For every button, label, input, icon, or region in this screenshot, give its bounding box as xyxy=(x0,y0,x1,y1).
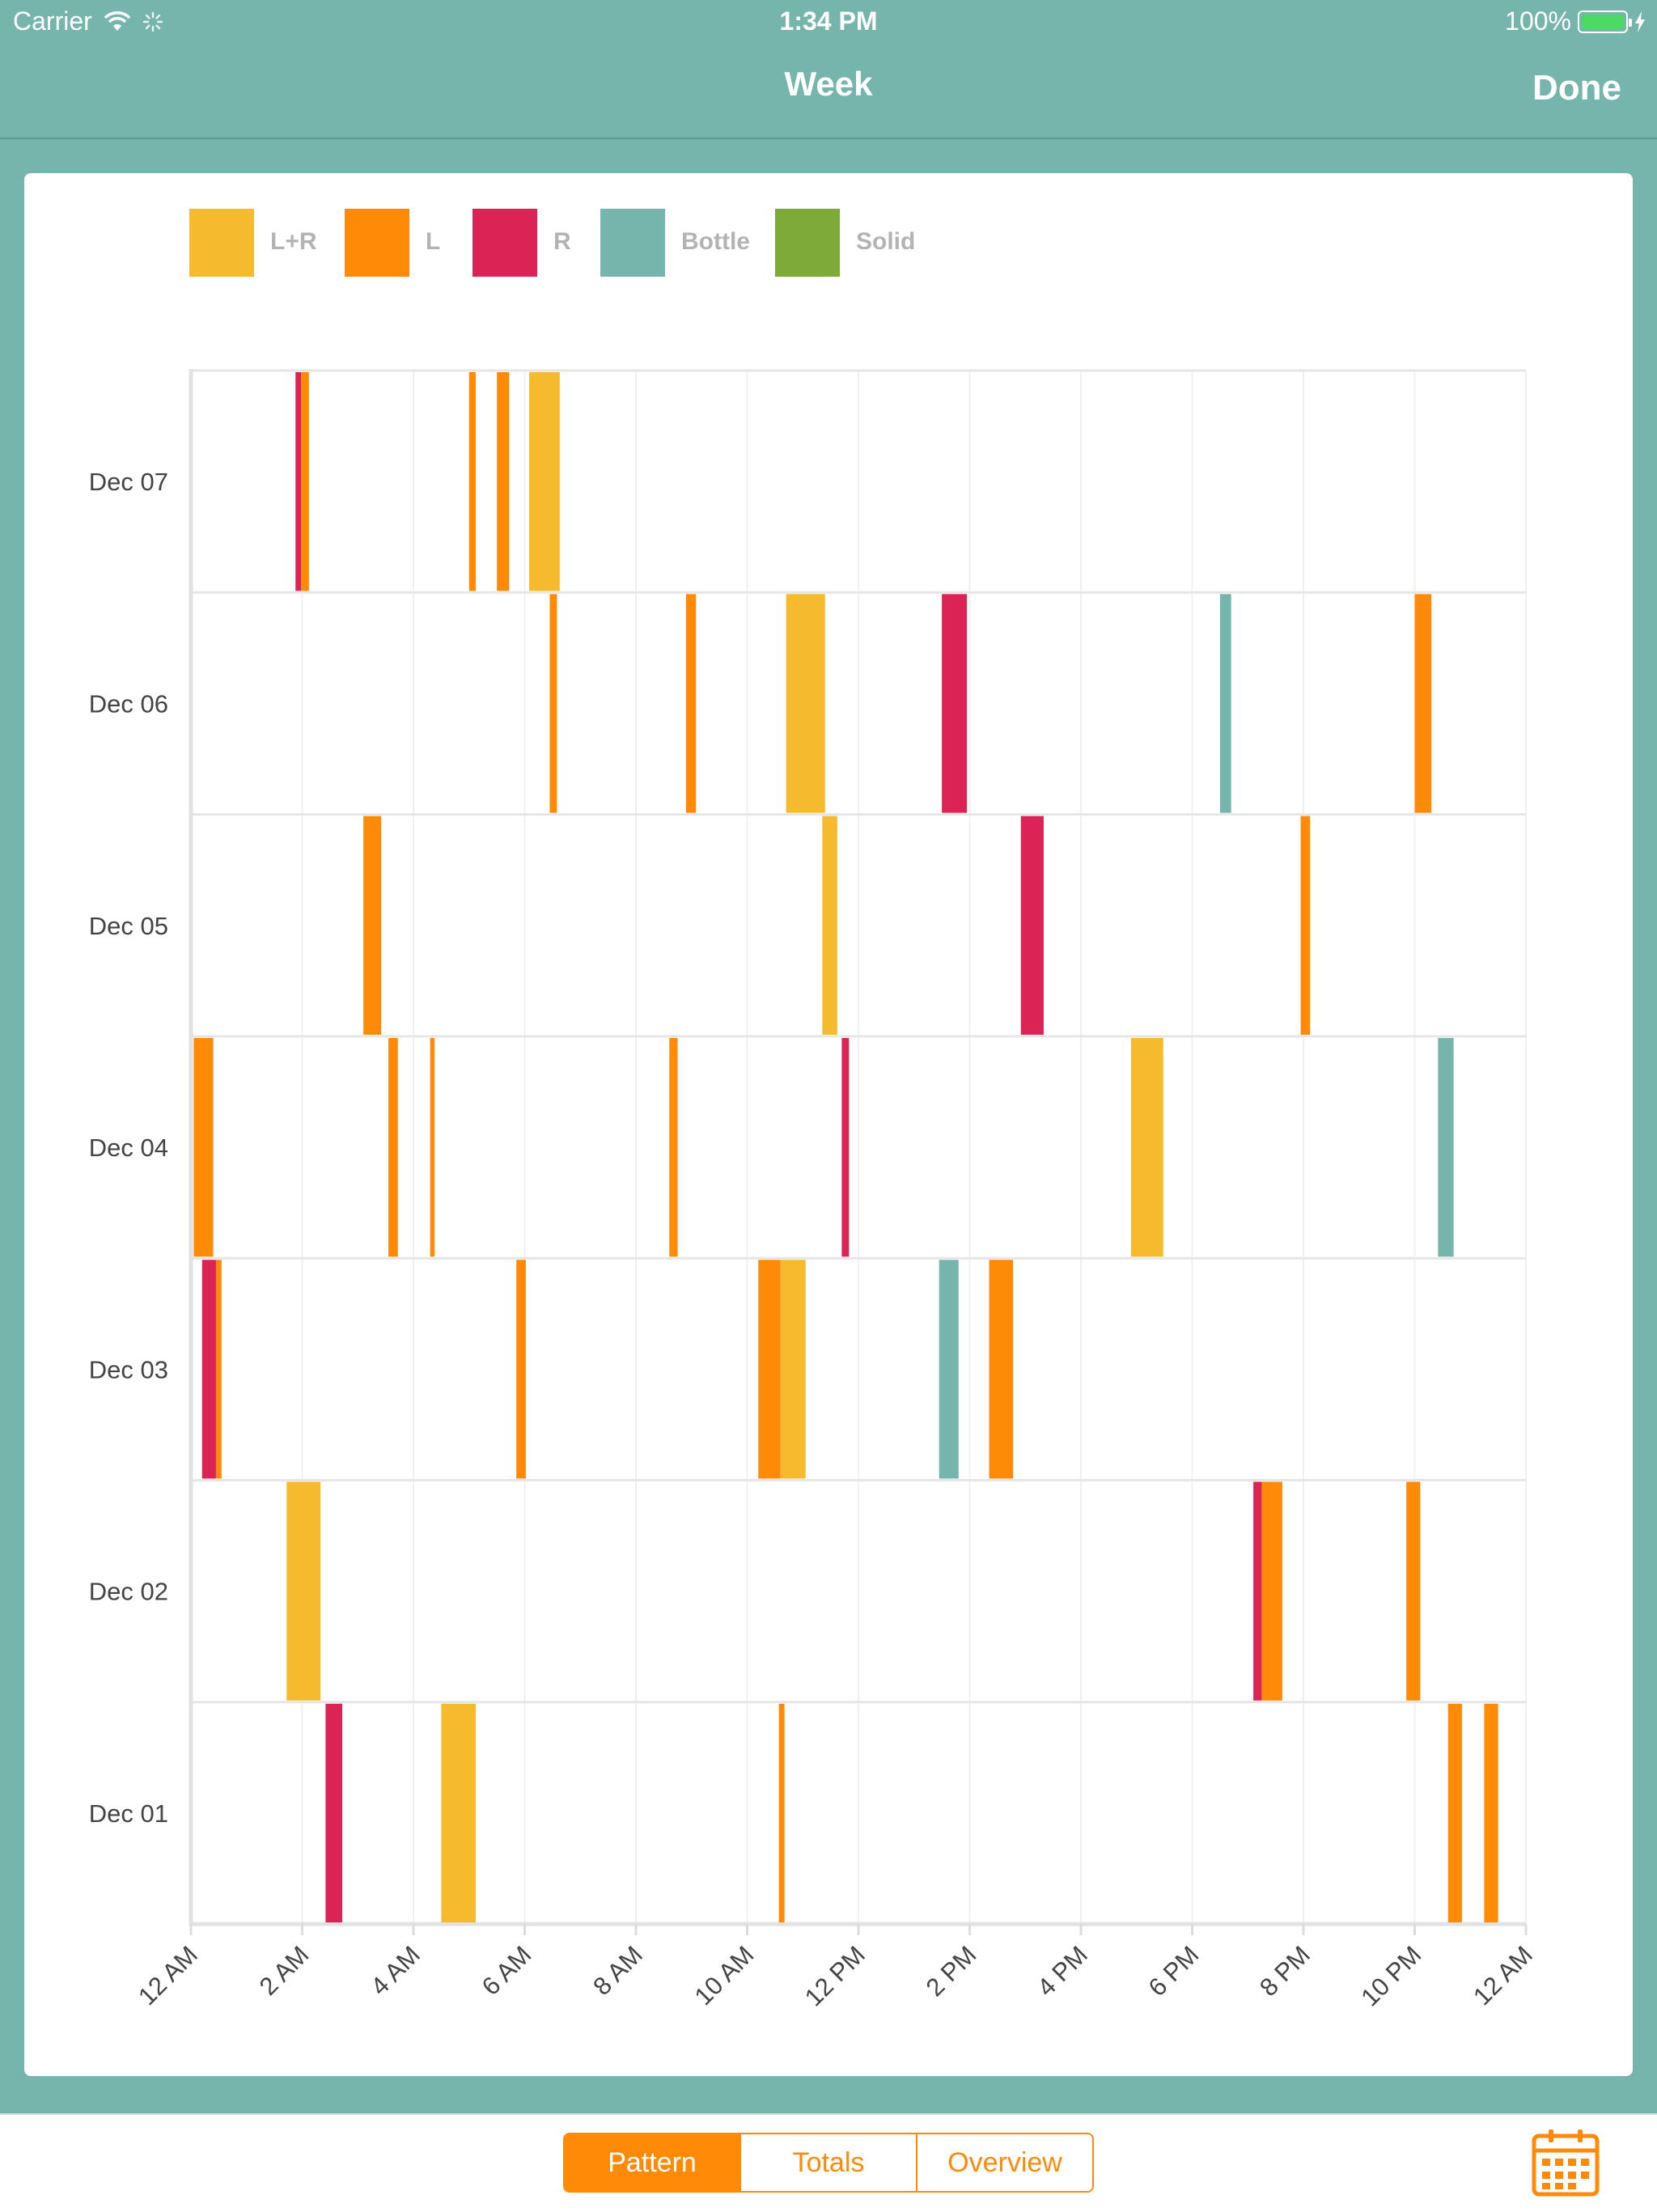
legend-label-l: L xyxy=(426,228,441,255)
calendar-icon[interactable] xyxy=(1531,2128,1600,2197)
battery-icon xyxy=(1578,10,1632,33)
x-tick-label: 2 AM xyxy=(254,1940,315,2001)
event-bar-l xyxy=(388,1037,398,1257)
status-bar: Carrier 1:34 PM 100% xyxy=(0,0,1657,45)
legend-swatch-bottle xyxy=(600,209,665,277)
event-bar-r xyxy=(942,594,968,813)
week-pattern-chart: Dec 07 Dec 06 Dec 05 Dec 04 Dec 03 Dec 02 Dec … xyxy=(89,369,1538,2011)
day-label: Dec 03 xyxy=(89,1355,168,1384)
tab-totals[interactable]: Totals xyxy=(741,2134,917,2191)
event-bar-l xyxy=(1406,1481,1421,1701)
event-bar-bottle xyxy=(1438,1037,1454,1257)
event-bar-r xyxy=(1253,1481,1262,1701)
battery-percent: 100% xyxy=(1505,6,1571,36)
event-bar-l xyxy=(1447,1703,1462,1923)
legend-label-lr: L+R xyxy=(270,228,317,255)
x-tick-label: 10 AM xyxy=(689,1940,760,2011)
legend-swatch-solid xyxy=(775,209,840,277)
x-tick-label: 12 PM xyxy=(799,1940,871,2011)
event-bar-r xyxy=(325,1703,342,1923)
x-tick-label: 6 PM xyxy=(1143,1940,1205,2002)
x-tick-label: 12 AM xyxy=(1468,1940,1538,2011)
event-bar-l xyxy=(516,1260,526,1479)
day-label: Dec 05 xyxy=(89,912,168,940)
legend-label-bottle: Bottle xyxy=(681,228,750,255)
bottom-toolbar: Pattern Totals Overview xyxy=(0,2113,1657,2212)
x-tick-label: 8 AM xyxy=(587,1940,648,2001)
legend-label-r: R xyxy=(553,228,571,255)
x-tick-label: 10 PM xyxy=(1355,1940,1426,2011)
legend-swatch-lr xyxy=(189,209,254,277)
x-tick-label: 12 AM xyxy=(133,1940,203,2011)
battery-group: 100% xyxy=(1505,6,1646,36)
event-bar-lrr xyxy=(786,594,825,813)
charging-bolt-icon xyxy=(1635,11,1645,32)
event-bar-r xyxy=(841,1037,850,1257)
event-bar-lrr xyxy=(529,372,560,591)
activity-spinner-icon xyxy=(142,11,163,32)
day-label: Dec 01 xyxy=(89,1799,168,1828)
event-bar-lrr xyxy=(1130,1037,1163,1257)
event-bar-lrr xyxy=(286,1481,321,1701)
event-bar-l xyxy=(1261,1481,1282,1701)
event-bar-l xyxy=(215,1260,222,1479)
chart-card: L+R L R Bottle Solid Dec 07 Dec 06 Dec 05 D… xyxy=(24,173,1633,2076)
navigation-bar: Week Done xyxy=(0,45,1657,139)
event-bar-l xyxy=(468,372,476,591)
tab-overview[interactable]: Overview xyxy=(917,2134,1092,2191)
event-bar-bottle xyxy=(939,1260,959,1479)
x-tick-label: 8 PM xyxy=(1254,1940,1316,2002)
x-tick-label: 6 AM xyxy=(477,1940,537,2001)
event-bar-l xyxy=(989,1260,1014,1479)
event-bar-l xyxy=(1414,594,1432,813)
event-bar-l xyxy=(497,372,510,591)
wifi-icon xyxy=(104,11,131,31)
event-bar-l xyxy=(301,372,309,591)
legend-swatch-r xyxy=(473,209,537,277)
legend-swatch-l xyxy=(345,209,409,277)
event-bar-l xyxy=(363,816,382,1035)
event-bar-r xyxy=(295,372,302,591)
event-bar-l xyxy=(758,1260,781,1479)
legend-label-solid: Solid xyxy=(856,228,916,255)
event-bar-l xyxy=(685,594,697,813)
done-button[interactable]: Done xyxy=(1532,68,1621,108)
day-label: Dec 06 xyxy=(89,689,168,718)
status-time: 1:34 PM xyxy=(779,6,878,36)
event-bar-l xyxy=(1300,816,1311,1035)
event-bar-lrr xyxy=(780,1260,806,1479)
event-bar-lrr xyxy=(822,816,837,1035)
page-title: Week xyxy=(784,65,873,103)
event-bar-r xyxy=(1020,816,1044,1035)
x-tick-label: 2 PM xyxy=(921,1940,982,2002)
event-bar-l xyxy=(549,594,557,813)
event-bar-lrr xyxy=(441,1703,476,1923)
event-bar-r xyxy=(201,1260,216,1479)
x-tick-label: 4 PM xyxy=(1032,1940,1093,2002)
carrier-label: Carrier xyxy=(13,6,92,36)
view-segmented-control: Pattern Totals Overview xyxy=(563,2133,1094,2193)
event-bar-l xyxy=(1484,1703,1498,1923)
day-label: Dec 07 xyxy=(89,468,168,496)
tab-pattern[interactable]: Pattern xyxy=(565,2134,741,2191)
event-bar-l xyxy=(778,1703,785,1923)
day-label: Dec 02 xyxy=(89,1578,168,1606)
x-tick-label: 4 AM xyxy=(365,1940,426,2001)
event-bar-l xyxy=(193,1037,214,1257)
carrier-group: Carrier xyxy=(13,6,163,36)
event-bar-l xyxy=(430,1037,435,1257)
day-label: Dec 04 xyxy=(89,1134,168,1162)
event-bar-bottle xyxy=(1219,594,1231,813)
event-bar-l xyxy=(669,1037,678,1257)
